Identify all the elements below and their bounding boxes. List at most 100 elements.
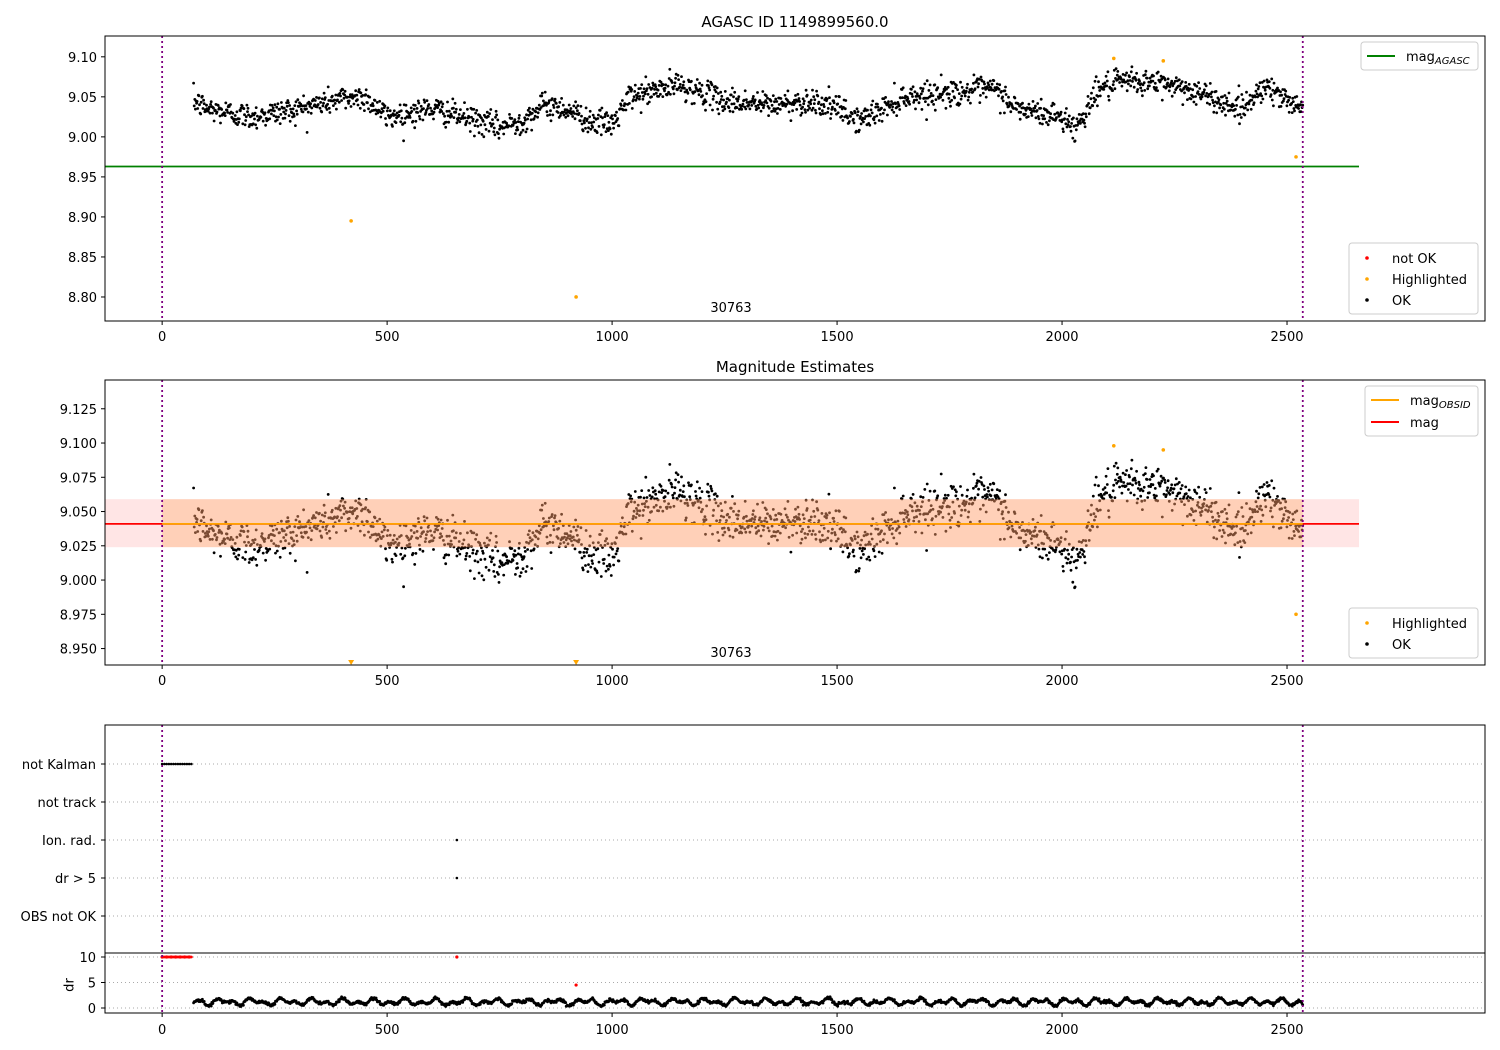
ok-point: [901, 96, 904, 99]
ok-point: [745, 519, 749, 523]
ok-point: [340, 99, 343, 102]
ok-point: [796, 92, 800, 96]
ok-point: [1200, 95, 1204, 99]
ok-point: [621, 516, 624, 520]
ok-point: [419, 104, 423, 108]
ok-point: [805, 93, 809, 97]
ok-point: [361, 94, 365, 97]
ok-point: [1037, 117, 1041, 121]
ok-point: [213, 108, 217, 112]
ok-point: [901, 86, 905, 90]
ok-point: [591, 113, 595, 117]
ok-point: [468, 130, 472, 133]
ok-point: [466, 107, 469, 111]
ok-point: [765, 520, 769, 524]
ok-point: [710, 83, 714, 87]
ok-point: [731, 86, 734, 90]
ok-point: [1098, 89, 1102, 92]
ok-point: [1248, 93, 1252, 97]
ok-point: [911, 95, 914, 98]
ok-point: [284, 112, 287, 116]
ok-point: [253, 117, 256, 121]
ok-point: [619, 524, 623, 528]
ok-point: [525, 540, 528, 544]
ok-point: [253, 548, 256, 551]
ok-point: [256, 114, 259, 118]
dr-point: [378, 1000, 382, 1003]
ok-point: [617, 124, 621, 128]
ok-point: [1007, 104, 1011, 108]
ok-point: [451, 97, 455, 101]
ok-point: [500, 561, 504, 564]
ok-point: [572, 525, 576, 529]
ok-point: [409, 537, 413, 540]
ok-point: [647, 489, 651, 492]
ok-point: [400, 116, 404, 120]
ok-point: [607, 567, 610, 571]
ok-point: [770, 103, 774, 107]
ok-point: [274, 551, 277, 555]
ok-point: [201, 94, 204, 98]
ok-point: [301, 110, 305, 114]
flag-point: [187, 762, 191, 766]
ok-point: [426, 525, 430, 529]
ok-point: [433, 530, 436, 534]
ok-point: [736, 99, 739, 103]
ok-point: [773, 518, 776, 522]
ok-point: [325, 108, 329, 111]
ok-point: [537, 524, 541, 528]
ok-point: [954, 494, 958, 498]
ok-point: [914, 107, 917, 111]
ok-point: [821, 112, 825, 116]
ok-point: [1264, 92, 1268, 96]
ok-point: [1037, 547, 1041, 551]
ok-point: [735, 106, 739, 109]
ok-point: [936, 494, 940, 498]
ok-point: [1083, 555, 1086, 559]
ok-point: [651, 486, 655, 490]
ok-point: [798, 518, 801, 521]
ok-point: [800, 530, 803, 533]
ok-point: [745, 101, 749, 104]
ok-point: [901, 494, 905, 498]
ok-point: [305, 107, 308, 111]
ok-point: [1084, 112, 1088, 116]
ok-point: [1021, 101, 1024, 105]
ok-point: [667, 478, 671, 482]
ok-point: [801, 513, 805, 517]
ok-point: [767, 529, 771, 533]
ok-point: [430, 109, 434, 113]
ok-point: [1064, 122, 1068, 126]
ok-point: [600, 529, 604, 532]
ok-point: [1172, 82, 1176, 85]
ok-point: [1269, 93, 1273, 97]
ok-point: [223, 114, 227, 117]
ok-point: [945, 87, 948, 91]
ok-point: [936, 86, 940, 90]
ok-point: [592, 546, 596, 549]
ok-point: [596, 547, 600, 551]
ok-point: [364, 93, 367, 96]
ok-point: [1019, 110, 1023, 114]
ok-point: [198, 103, 201, 107]
ok-point: [1116, 466, 1120, 470]
ok-point: [354, 499, 358, 503]
ok-point: [343, 500, 347, 504]
flag-point: [169, 762, 173, 766]
ok-point: [375, 519, 379, 523]
ok-point: [722, 105, 726, 108]
ok-point: [211, 537, 214, 541]
ok-point: [758, 516, 762, 520]
ok-point: [335, 531, 338, 534]
ok-point: [236, 557, 239, 561]
ok-point: [385, 558, 389, 562]
ok-point: [939, 95, 942, 99]
ok-point: [212, 119, 216, 123]
ok-point: [1144, 466, 1148, 469]
ok-point: [829, 112, 833, 116]
ok-point: [278, 531, 281, 534]
ok-point: [611, 117, 614, 121]
ok-point: [641, 514, 645, 517]
ok-point: [334, 93, 338, 97]
ok-point: [748, 530, 752, 534]
